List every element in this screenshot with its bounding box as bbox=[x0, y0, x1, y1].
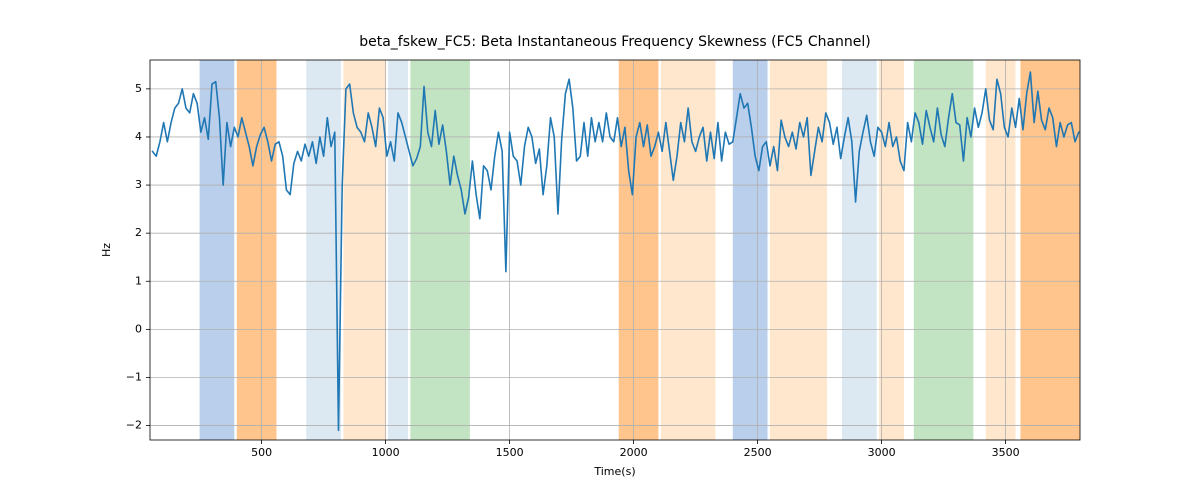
event-band bbox=[410, 60, 470, 440]
y-axis-label: Hz bbox=[100, 243, 113, 257]
event-band bbox=[1020, 60, 1080, 440]
ytick-label: 2 bbox=[135, 226, 142, 239]
ytick-label: 3 bbox=[135, 178, 142, 191]
xtick-label: 2000 bbox=[620, 446, 648, 459]
event-band bbox=[842, 60, 877, 440]
x-axis-label: Time(s) bbox=[593, 465, 635, 478]
event-band bbox=[914, 60, 974, 440]
ytick-label: −1 bbox=[126, 370, 142, 383]
xtick-label: 500 bbox=[251, 446, 272, 459]
xtick-label: 3000 bbox=[868, 446, 896, 459]
event-band bbox=[661, 60, 716, 440]
ytick-label: −2 bbox=[126, 419, 142, 432]
ytick-label: 4 bbox=[135, 130, 142, 143]
event-band bbox=[770, 60, 827, 440]
xtick-label: 2500 bbox=[744, 446, 772, 459]
xtick-label: 3500 bbox=[992, 446, 1020, 459]
chart-container: 500 1000 1500 2000 2500 3000 3500 −2 −1 0 1 2 3 4 5 Tim… bbox=[0, 0, 1200, 500]
chart-svg: 500 1000 1500 2000 2500 3000 3500 −2 −1 0 1 2 3 4 5 Tim… bbox=[0, 0, 1200, 500]
ytick-label: 0 bbox=[135, 322, 142, 335]
xtick-label: 1500 bbox=[496, 446, 524, 459]
ytick-label: 5 bbox=[135, 82, 142, 95]
event-band bbox=[879, 60, 904, 440]
event-band bbox=[619, 60, 659, 440]
event-band bbox=[237, 60, 277, 440]
xtick-label: 1000 bbox=[372, 446, 400, 459]
ytick-label: 1 bbox=[135, 274, 142, 287]
chart-title: beta_fskew_FC5: Beta Instantaneous Frequ… bbox=[359, 34, 871, 50]
